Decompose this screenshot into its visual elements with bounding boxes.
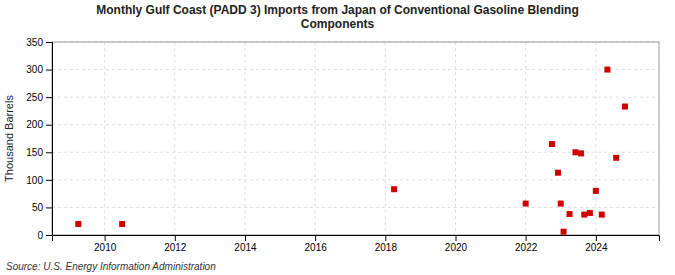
y-tick: 150: [26, 147, 52, 158]
x-axis: 2010 2012 2014 2016 2018 2020 2022 2024: [53, 235, 660, 253]
y-axis-line: [46, 43, 53, 236]
chart: Monthly Gulf Coast (PADD 3) Imports from…: [0, 0, 675, 275]
point: [523, 201, 529, 207]
grid-line-y: [52, 207, 659, 208]
point: [572, 149, 578, 155]
y-tick: 0: [37, 230, 52, 241]
x-tick: 2018: [375, 235, 398, 253]
x-tick: 2014: [234, 235, 257, 253]
grid-line-x: [315, 42, 316, 235]
y-tick-label: 0: [37, 230, 43, 241]
grid-line-x: [455, 42, 456, 235]
chart-title-line: Components: [301, 17, 375, 31]
x-tick-mark: [245, 235, 246, 241]
y-tick-label: 300: [26, 64, 43, 75]
point: [613, 155, 619, 161]
grid-line-x: [385, 42, 386, 235]
x-tick-label: 2010: [94, 242, 117, 253]
y-tick-mark: [46, 70, 52, 71]
y-tick-label: 350: [26, 37, 43, 48]
grid-line-x: [174, 42, 175, 235]
x-tick: 2022: [515, 235, 538, 253]
point: [75, 221, 81, 227]
x-tick-label: 2016: [305, 242, 328, 253]
y-tick-mark: [46, 235, 52, 236]
point: [622, 104, 628, 110]
x-tick: 2024: [585, 235, 608, 253]
point: [599, 212, 605, 218]
y-tick: 100: [26, 175, 52, 186]
point: [604, 67, 610, 73]
point: [119, 221, 125, 227]
x-tick-label: 2018: [375, 242, 398, 253]
x-tick-label: 2024: [585, 242, 608, 253]
point: [587, 210, 593, 216]
y-tick-label: 200: [26, 119, 43, 130]
x-tick-mark: [175, 235, 176, 241]
grid-line-x: [104, 42, 105, 235]
grid-line-y: [52, 179, 659, 180]
point: [558, 201, 564, 207]
y-tick-label: 50: [32, 202, 44, 213]
y-axis-title: Thousand Barrels: [3, 95, 15, 182]
point: [567, 211, 573, 217]
x-tick-mark: [385, 235, 386, 241]
y-tick-label: 250: [26, 92, 43, 103]
grid-line-x: [595, 42, 596, 235]
x-tick-mark: [105, 235, 106, 241]
x-tick-label: 2014: [234, 242, 257, 253]
source-note: Source: U.S. Energy Information Administ…: [6, 261, 216, 272]
grid-line-x: [244, 42, 245, 235]
y-tick-mark: [46, 207, 52, 208]
plot: 2010 2012 2014 2016 2018 2020 2022 2024 0 50 100 15…: [26, 37, 659, 253]
y-tick-mark: [46, 125, 52, 126]
point: [391, 186, 397, 192]
grid-line-y: [52, 97, 659, 98]
y-tick-mark: [46, 42, 52, 43]
x-tick-label: 2012: [164, 242, 187, 253]
x-tick-mark: [455, 235, 456, 241]
point: [593, 188, 599, 194]
grid-line-y: [52, 69, 659, 70]
x-tick-label: 2020: [445, 242, 468, 253]
x-tick-mark: [315, 235, 316, 241]
y-tick-mark: [46, 152, 52, 153]
x-tick: 2016: [305, 235, 328, 253]
y-axis: 0 50 100 150 200 250 300 350: [26, 37, 52, 241]
x-tick: 2012: [164, 235, 187, 253]
x-tick-mark: [526, 235, 527, 241]
y-tick-label: 150: [26, 147, 43, 158]
x-tick-label: 2022: [515, 242, 538, 253]
y-tick-mark: [46, 97, 52, 98]
point: [578, 150, 584, 156]
y-tick: 200: [26, 119, 52, 130]
y-tick: 350: [26, 37, 52, 48]
plot-frame: [52, 42, 659, 235]
point: [549, 141, 555, 147]
x-tick: 2010: [94, 235, 117, 253]
y-tick: 250: [26, 92, 52, 103]
y-tick-label: 100: [26, 175, 43, 186]
x-tick-mark: [596, 235, 597, 241]
x-axis-line: [53, 236, 660, 242]
grid: [52, 42, 659, 235]
grid-line-y: [52, 152, 659, 153]
y-tick: 50: [32, 202, 52, 213]
grid-line-y: [52, 124, 659, 125]
points: [75, 67, 628, 235]
point: [555, 170, 561, 176]
chart-title-line: Monthly Gulf Coast (PADD 3) Imports from…: [96, 3, 578, 17]
y-tick-mark: [46, 180, 52, 181]
chart-title: Monthly Gulf Coast (PADD 3) Imports from…: [96, 3, 578, 31]
y-tick: 300: [26, 64, 52, 75]
point: [561, 229, 567, 235]
point: [581, 212, 587, 218]
x-tick: 2020: [445, 235, 468, 253]
